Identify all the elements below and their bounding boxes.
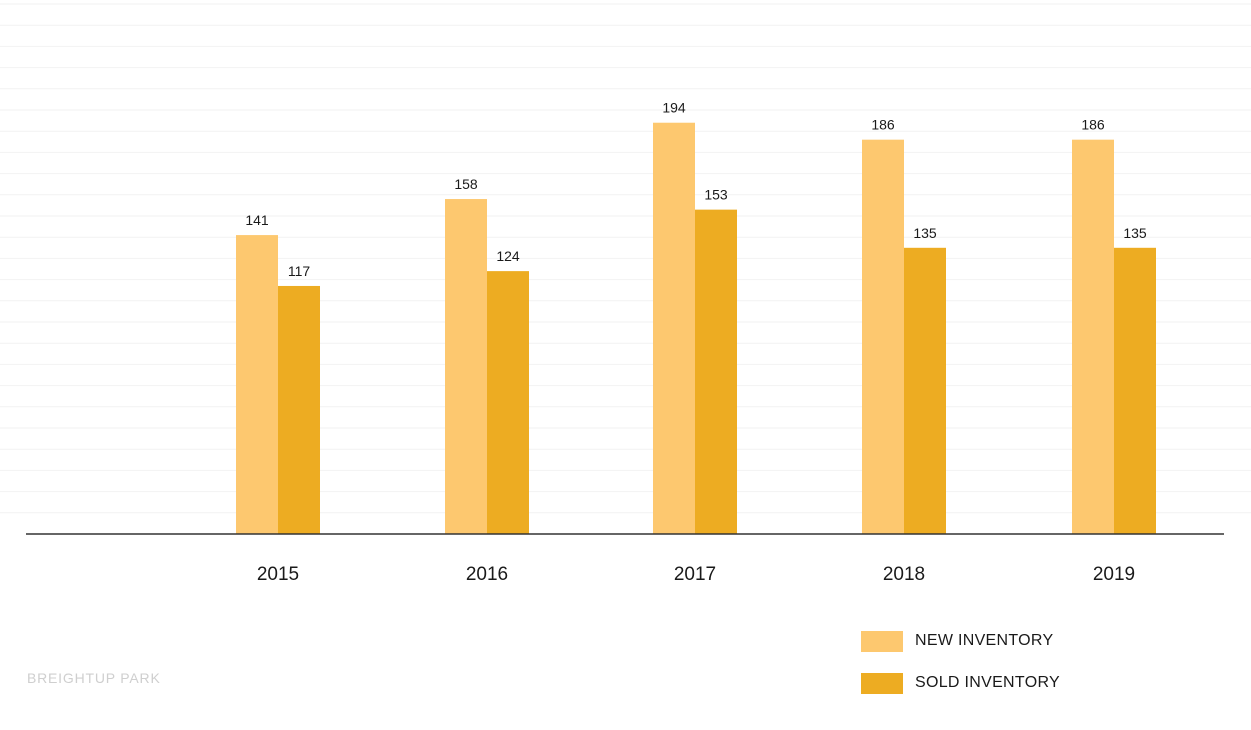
data-label-new-inventory-2018: 186	[871, 117, 895, 133]
bar-sold-inventory-2018	[904, 247, 946, 535]
bar-sold-inventory-2016	[487, 271, 529, 534]
legend-item-sold-inventory: SOLD INVENTORY	[861, 662, 1060, 704]
x-tick-label-2015: 2015	[257, 564, 299, 585]
bar-new-inventory-2015	[236, 235, 278, 534]
data-label-new-inventory-2017: 194	[662, 100, 686, 116]
data-label-sold-inventory-2015: 117	[288, 263, 311, 279]
bar-sold-inventory-2017	[695, 209, 737, 534]
x-tick-label-2017: 2017	[674, 564, 716, 585]
data-label-sold-inventory-2019: 135	[1123, 225, 1147, 241]
x-tick-label-2016: 2016	[466, 564, 508, 585]
data-label-sold-inventory-2016: 124	[496, 248, 520, 264]
legend-label-sold-inventory: SOLD INVENTORY	[915, 674, 1060, 691]
legend: NEW INVENTORY SOLD INVENTORY	[861, 620, 1060, 704]
x-tick-label-2018: 2018	[883, 564, 925, 585]
legend-item-new-inventory: NEW INVENTORY	[861, 620, 1060, 662]
legend-swatch-new-inventory	[861, 630, 903, 652]
data-label-new-inventory-2016: 158	[454, 176, 478, 192]
bar-new-inventory-2019	[1072, 139, 1114, 534]
bar-sold-inventory-2019	[1114, 247, 1156, 535]
bar-new-inventory-2017	[653, 122, 695, 534]
legend-label-new-inventory: NEW INVENTORY	[915, 632, 1054, 649]
watermark: BREIGHTUP PARK	[27, 670, 161, 686]
legend-swatch-sold-inventory	[861, 672, 903, 694]
bar-sold-inventory-2015	[278, 285, 320, 534]
data-label-sold-inventory-2018: 135	[913, 225, 937, 241]
data-label-new-inventory-2015: 141	[245, 212, 269, 228]
x-tick-label-2019: 2019	[1093, 564, 1135, 585]
bar-new-inventory-2016	[445, 199, 487, 535]
data-label-new-inventory-2019: 186	[1081, 117, 1105, 133]
data-label-sold-inventory-2017: 153	[704, 187, 728, 203]
bar-new-inventory-2018	[862, 139, 904, 534]
